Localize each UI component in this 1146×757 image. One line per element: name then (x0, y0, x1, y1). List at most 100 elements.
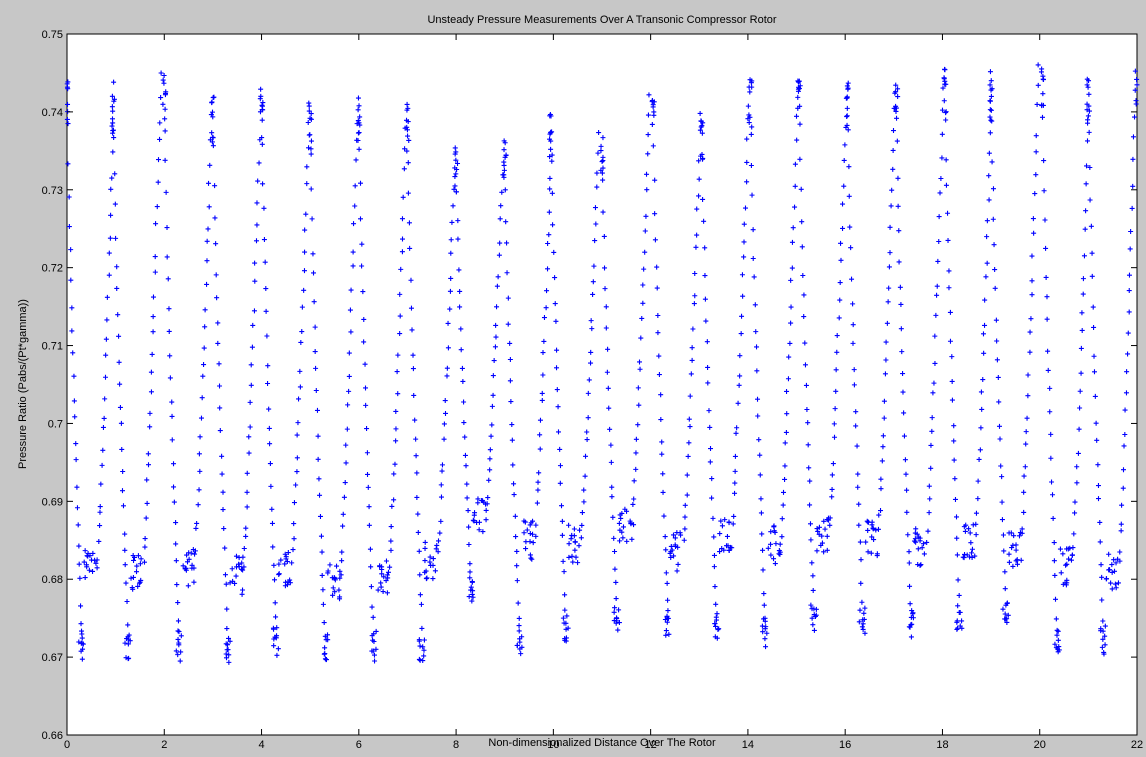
data-point (308, 186, 314, 192)
data-point (410, 366, 416, 372)
data-point (904, 487, 910, 493)
data-points (64, 62, 1140, 665)
data-point (370, 614, 376, 620)
data-point (195, 502, 201, 508)
data-point (782, 463, 788, 469)
data-point (737, 373, 743, 379)
data-point (855, 471, 861, 477)
data-point (996, 423, 1002, 429)
data-point (227, 638, 233, 644)
data-point (1056, 647, 1062, 653)
data-point (776, 551, 782, 557)
data-point (561, 569, 567, 575)
data-point (644, 171, 650, 177)
data-point (785, 376, 791, 382)
data-point (290, 547, 296, 553)
data-point (420, 644, 426, 650)
data-point (724, 533, 730, 539)
data-point (1045, 348, 1051, 354)
data-point (818, 542, 824, 548)
data-point (350, 249, 356, 255)
data-point (862, 630, 868, 636)
data-point (1126, 288, 1132, 294)
data-point (939, 131, 945, 137)
data-point (529, 556, 535, 562)
data-point (753, 329, 759, 335)
data-point (724, 543, 730, 549)
data-point (97, 509, 103, 515)
data-point (102, 396, 108, 402)
data-point (1125, 330, 1131, 336)
data-point (125, 622, 131, 628)
data-point (1129, 205, 1135, 211)
data-point (178, 649, 184, 655)
data-point (146, 462, 152, 468)
data-point (441, 421, 447, 427)
data-point (810, 573, 816, 579)
data-point (322, 656, 328, 662)
data-point (643, 213, 649, 219)
data-point (1052, 641, 1058, 647)
data-point (946, 268, 952, 274)
data-point (496, 252, 502, 258)
data-point (1095, 462, 1101, 468)
data-point (616, 620, 622, 626)
data-point (802, 362, 808, 368)
data-point (112, 201, 118, 207)
data-point (402, 146, 408, 152)
x-axis-label: Non-dimensionalized Distance Over The Ro… (488, 737, 716, 749)
data-point (705, 380, 711, 386)
data-point (803, 382, 809, 388)
data-point (167, 353, 173, 359)
data-point (511, 481, 517, 487)
data-point (1109, 562, 1115, 568)
data-point (999, 474, 1005, 480)
data-point (476, 527, 482, 533)
data-point (377, 564, 383, 570)
data-point (171, 461, 177, 467)
data-point (742, 205, 748, 211)
data-point (665, 597, 671, 603)
data-point (990, 216, 996, 222)
data-point (594, 184, 600, 190)
data-point (453, 171, 459, 177)
data-point (352, 203, 358, 209)
data-point (660, 471, 666, 477)
data-point (801, 292, 807, 298)
data-point (682, 502, 688, 508)
data-point (656, 353, 662, 359)
data-point (1100, 628, 1106, 634)
data-point (954, 552, 960, 558)
data-point (201, 362, 207, 368)
data-point (514, 642, 520, 648)
data-point (816, 531, 822, 537)
data-point (534, 500, 540, 506)
data-point (796, 78, 802, 84)
data-point (457, 288, 463, 294)
data-point (1044, 294, 1050, 300)
data-point (240, 567, 246, 573)
data-point (1021, 473, 1027, 479)
data-point (501, 167, 507, 173)
data-point (409, 327, 415, 333)
data-point (893, 89, 899, 95)
data-point (161, 80, 167, 86)
data-point (308, 151, 314, 157)
data-point (995, 374, 1001, 380)
data-point (306, 132, 312, 138)
data-point (783, 429, 789, 435)
data-point (949, 378, 955, 384)
data-point (484, 501, 490, 507)
data-point (746, 112, 752, 118)
data-point (711, 564, 717, 570)
data-point (639, 315, 645, 321)
data-point (694, 232, 700, 238)
data-point (1126, 272, 1132, 278)
data-point (252, 278, 258, 284)
data-point (1115, 580, 1121, 586)
data-point (732, 490, 738, 496)
data-point (469, 579, 475, 585)
data-point (561, 620, 567, 626)
data-point (404, 117, 410, 123)
